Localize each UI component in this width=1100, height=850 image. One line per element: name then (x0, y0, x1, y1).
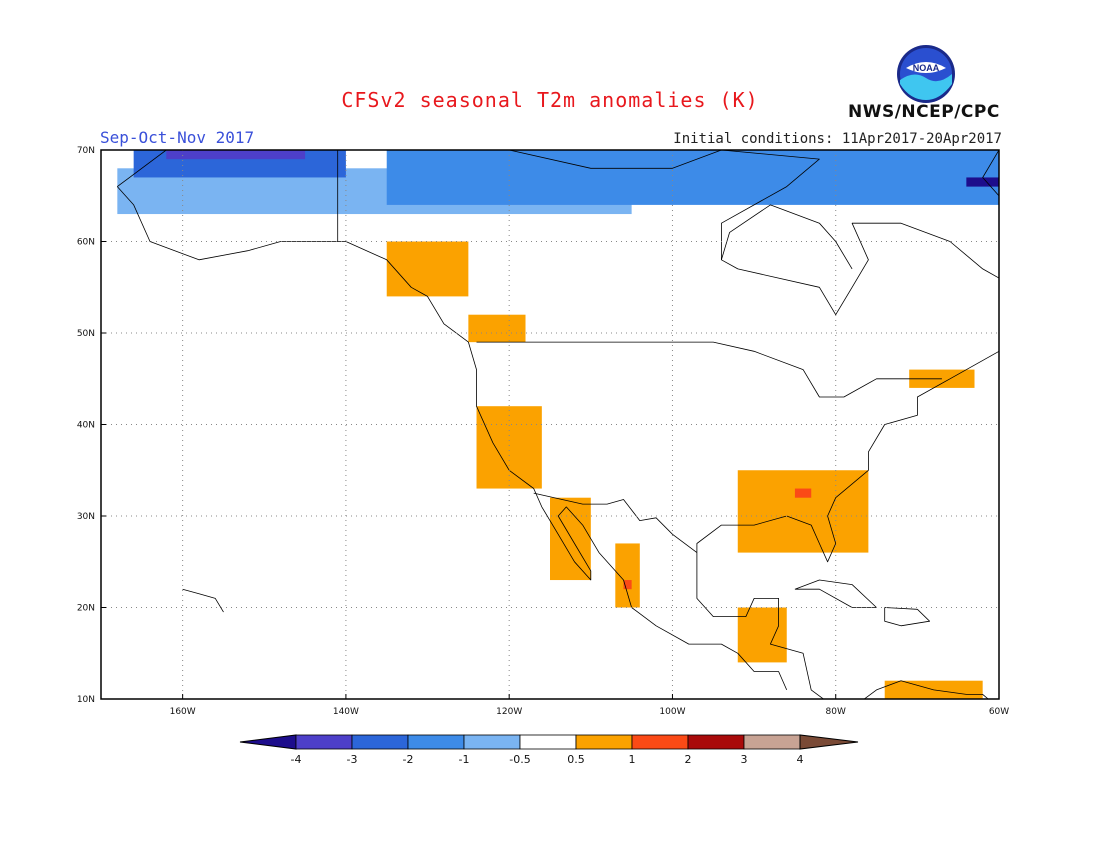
agency-label: NWS/NCEP/CPC (848, 102, 1000, 122)
lat-tick-label: 60N (77, 238, 95, 248)
coastline-1 (117, 186, 788, 691)
lat-tick-label: 10N (77, 695, 95, 705)
lat-tick-label: 50N (77, 329, 95, 339)
coastline-0 (117, 150, 999, 699)
colorbar-segment (687, 734, 745, 750)
season-label: Sep-Oct-Nov 2017 (100, 128, 255, 147)
anomaly-region-11 (737, 607, 787, 663)
coastline-9 (182, 588, 224, 613)
colorbar-segment (351, 734, 409, 750)
colorbar: -4 -3 -2 -1 -0.5 0.5 1 2 3 4 (239, 734, 859, 766)
anomaly-region-5 (386, 241, 469, 297)
colorbar-segment (519, 734, 577, 750)
lat-tick-label: 70N (77, 146, 95, 156)
colorbar-segment (407, 734, 465, 750)
coastline-6 (982, 150, 999, 197)
colorbar-label: 1 (629, 753, 636, 766)
anomaly-region-4 (966, 177, 999, 187)
coastlines (117, 150, 999, 699)
anomaly-region-3 (166, 150, 306, 160)
colorbar-segment (575, 734, 633, 750)
colorbar-segment (743, 734, 801, 750)
colorbar-label: 3 (741, 753, 748, 766)
logo-text: NOAA (913, 63, 940, 73)
anomaly-region-10 (737, 470, 869, 553)
colorbar-segment (295, 734, 353, 750)
colorbar-segment (631, 734, 689, 750)
initial-conditions: Initial conditions: 11Apr2017-20Apr2017 (673, 131, 1002, 147)
colorbar-label: -3 (347, 753, 358, 766)
coastline-10 (863, 680, 989, 699)
colorbar-label: -1 (459, 753, 470, 766)
colorbar-label: 4 (797, 753, 804, 766)
colorbar-label: -0.5 (509, 753, 530, 766)
lon-tick-label: 140W (333, 707, 359, 717)
lon-tick-label: 80W (826, 707, 846, 717)
lon-tick-label: 160W (170, 707, 196, 717)
anomaly-region-8 (550, 497, 591, 581)
colorbar-arrow-left (239, 734, 297, 750)
anomaly-region-14 (794, 488, 812, 498)
axis-ticks: 10N 20N 30N 40N 50N 60N 70N 160W 140W 120W 100W 80W… (77, 146, 1009, 717)
colorbar-label: -4 (291, 753, 302, 766)
anomaly-region-6 (468, 314, 526, 343)
colorbar-label: 2 (685, 753, 692, 766)
coastline-8 (884, 607, 930, 627)
anomaly-region-15 (623, 580, 632, 590)
lat-tick-label: 20N (77, 604, 95, 614)
colorbar-segment (463, 734, 521, 750)
noaa-logo-icon: NOAA (897, 45, 955, 103)
map-title: CFSv2 seasonal T2m anomalies (K) (341, 88, 759, 112)
lon-tick-label: 100W (659, 707, 685, 717)
lon-tick-label: 120W (496, 707, 522, 717)
lat-tick-label: 40N (77, 421, 95, 431)
colorbar-label: -2 (403, 753, 414, 766)
map-background (101, 150, 999, 699)
anomaly-region-1 (386, 150, 999, 205)
lat-tick-label: 30N (77, 512, 95, 522)
coastline-5 (721, 204, 853, 270)
colorbar-arrow-right (799, 734, 859, 750)
coastline-2 (476, 341, 942, 398)
colorbar-label: 0.5 (567, 753, 585, 766)
lon-tick-label: 60W (989, 707, 1009, 717)
coastline-3 (533, 492, 698, 553)
anomaly-region-7 (476, 406, 542, 489)
